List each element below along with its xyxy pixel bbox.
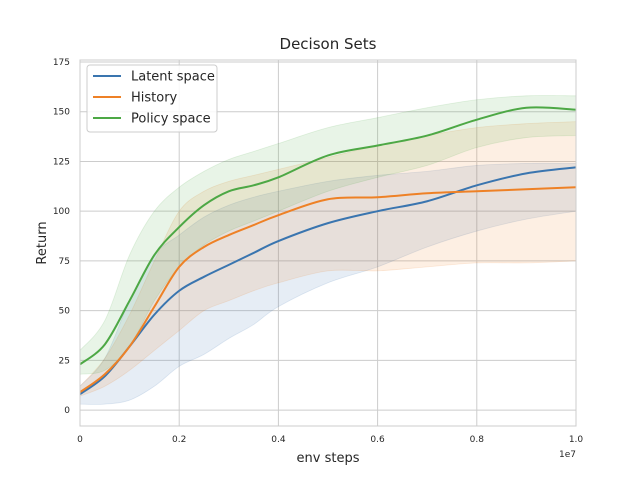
y-tick-label-1: 25 bbox=[59, 356, 70, 366]
series-line-policy-space bbox=[79, 106, 577, 366]
y-tick-label-4: 100 bbox=[53, 207, 70, 217]
chart-title: Decison Sets bbox=[280, 35, 377, 53]
y-tick-label-0: 0 bbox=[64, 406, 70, 416]
x-tick-label-0: 0 bbox=[77, 435, 83, 445]
x-tick-labels: 0 0.2 0.4 0.6 0.8 1.0 bbox=[77, 435, 583, 445]
y-tick-label-7: 175 bbox=[53, 58, 70, 68]
legend-label-history: History bbox=[131, 91, 178, 106]
x-axis-offset-label: 1e7 bbox=[559, 450, 576, 460]
grid bbox=[79, 60, 577, 426]
legend-label-policy-space: Policy space bbox=[131, 112, 211, 127]
series-lines bbox=[79, 106, 577, 395]
y-tick-label-6: 150 bbox=[53, 108, 70, 118]
y-tick-label-3: 75 bbox=[59, 257, 70, 267]
x-tick-label-2: 0.4 bbox=[271, 435, 286, 445]
x-tick-label-3: 0.6 bbox=[370, 435, 385, 445]
y-tick-label-2: 50 bbox=[59, 307, 71, 317]
plot-frame bbox=[79, 59, 577, 427]
x-axis-label: env steps bbox=[297, 451, 360, 466]
x-tick-label-5: 1.0 bbox=[569, 435, 584, 445]
y-axis-label: Return bbox=[35, 221, 50, 264]
x-tick-label-4: 0.8 bbox=[470, 435, 485, 445]
x-tick-label-1: 0.2 bbox=[172, 435, 186, 445]
legend: Latent space History Policy space bbox=[86, 64, 218, 133]
y-tick-labels: 0 25 50 75 100 125 150 175 bbox=[53, 58, 70, 416]
series-line-history bbox=[79, 186, 577, 393]
legend-label-latent-space: Latent space bbox=[131, 70, 215, 85]
y-tick-label-5: 125 bbox=[53, 157, 70, 167]
legend-box bbox=[86, 64, 218, 133]
